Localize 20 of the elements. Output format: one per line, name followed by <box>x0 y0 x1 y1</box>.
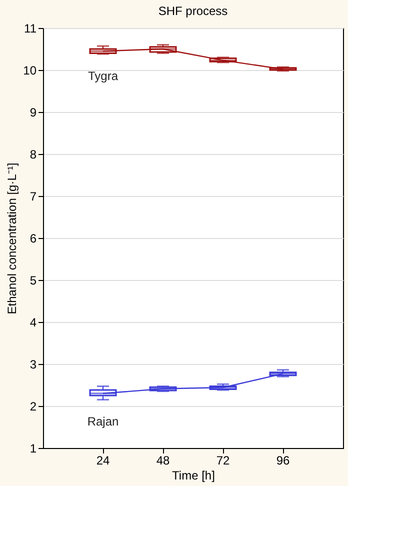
x-tick-label: 48 <box>156 454 170 468</box>
y-tick-label: 6 <box>30 232 37 246</box>
y-axis-title: Ethanol concentration [g·L⁻¹] <box>5 162 20 314</box>
x-tick-label: 24 <box>96 454 110 468</box>
series-label: Tygra <box>88 69 118 84</box>
y-tick-label: 1 <box>30 442 37 456</box>
x-tick-label: 96 <box>276 454 290 468</box>
series-label: Rajan <box>87 414 119 429</box>
y-tick-label: 11 <box>24 22 37 36</box>
y-tick-label: 8 <box>30 148 37 162</box>
y-tick-label: 5 <box>30 274 37 288</box>
y-tick-label: 2 <box>30 400 37 414</box>
x-axis-title: Time [h] <box>172 468 215 482</box>
chart-title: SHF process <box>158 4 228 18</box>
y-tick-label: 9 <box>30 106 37 120</box>
y-tick-label: 4 <box>30 316 37 330</box>
y-tick-label: 7 <box>30 190 37 204</box>
y-tick-label: 3 <box>30 358 37 372</box>
x-tick-label: 72 <box>216 454 230 468</box>
y-tick-label: 10 <box>23 64 37 78</box>
